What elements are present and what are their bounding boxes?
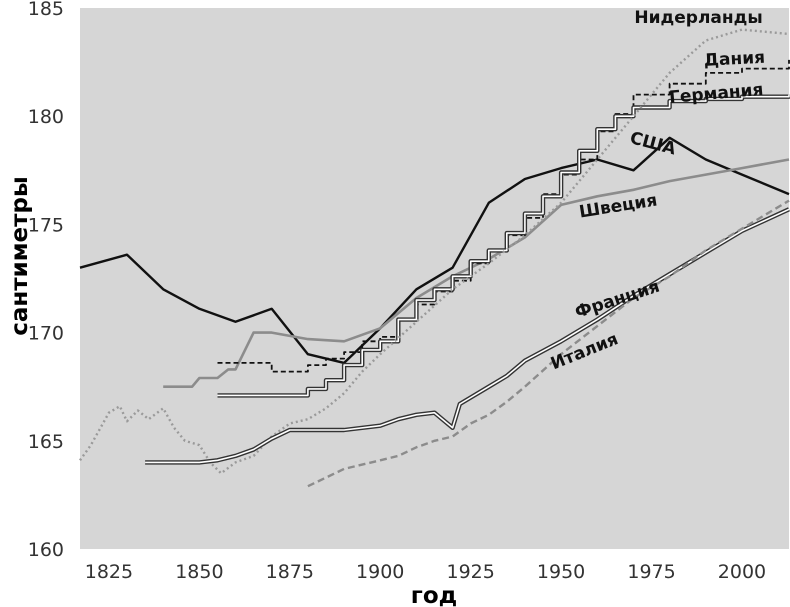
- x-tick-label-1950: 1950: [537, 561, 585, 583]
- series-line-нидерланды: [79, 28, 790, 475]
- series-line-германия: [217, 94, 790, 398]
- x-tick-label-2000: 2000: [718, 561, 766, 583]
- y-tick-label-165: 165: [28, 431, 64, 453]
- x-tick-label-1875: 1875: [266, 561, 314, 583]
- series-path-германия: [217, 94, 790, 397]
- y-tick-label-185: 185: [28, 0, 64, 20]
- y-tick-label-170: 170: [28, 323, 64, 345]
- y-tick-label-175: 175: [28, 214, 64, 236]
- series-lines: [79, 28, 790, 488]
- series-path-франция: [145, 208, 790, 464]
- x-tick-label-1925: 1925: [446, 561, 494, 583]
- series-line-франция: [145, 207, 790, 465]
- x-tick-label-1825: 1825: [85, 561, 133, 583]
- y-axis-title: сантиметры: [7, 176, 33, 335]
- series-path-италия: [307, 199, 790, 488]
- series-line-сша: [79, 136, 790, 365]
- series-path-нидерланды: [79, 28, 790, 475]
- y-tick-label-180: 180: [28, 106, 64, 128]
- series-label-нидерланды: Нидерланды: [634, 8, 762, 28]
- x-tick-label-1850: 1850: [175, 561, 223, 583]
- y-tick-label-160: 160: [28, 539, 64, 561]
- x-tick-label-1975: 1975: [627, 561, 675, 583]
- x-tick-label-1900: 1900: [356, 561, 404, 583]
- series-line-италия: [307, 199, 790, 488]
- y-axis-ticks: 160 165 170 175 180 185: [28, 0, 64, 561]
- series-line-швеция: [163, 158, 790, 388]
- x-axis-ticks: 1825 1850 1875 1900 1925 1950 1975 2000: [85, 561, 766, 583]
- series-label-дания: Дания: [703, 48, 765, 71]
- series-path-сша: [79, 136, 790, 365]
- series-path-швеция: [163, 158, 790, 388]
- x-axis-title: год: [411, 583, 457, 607]
